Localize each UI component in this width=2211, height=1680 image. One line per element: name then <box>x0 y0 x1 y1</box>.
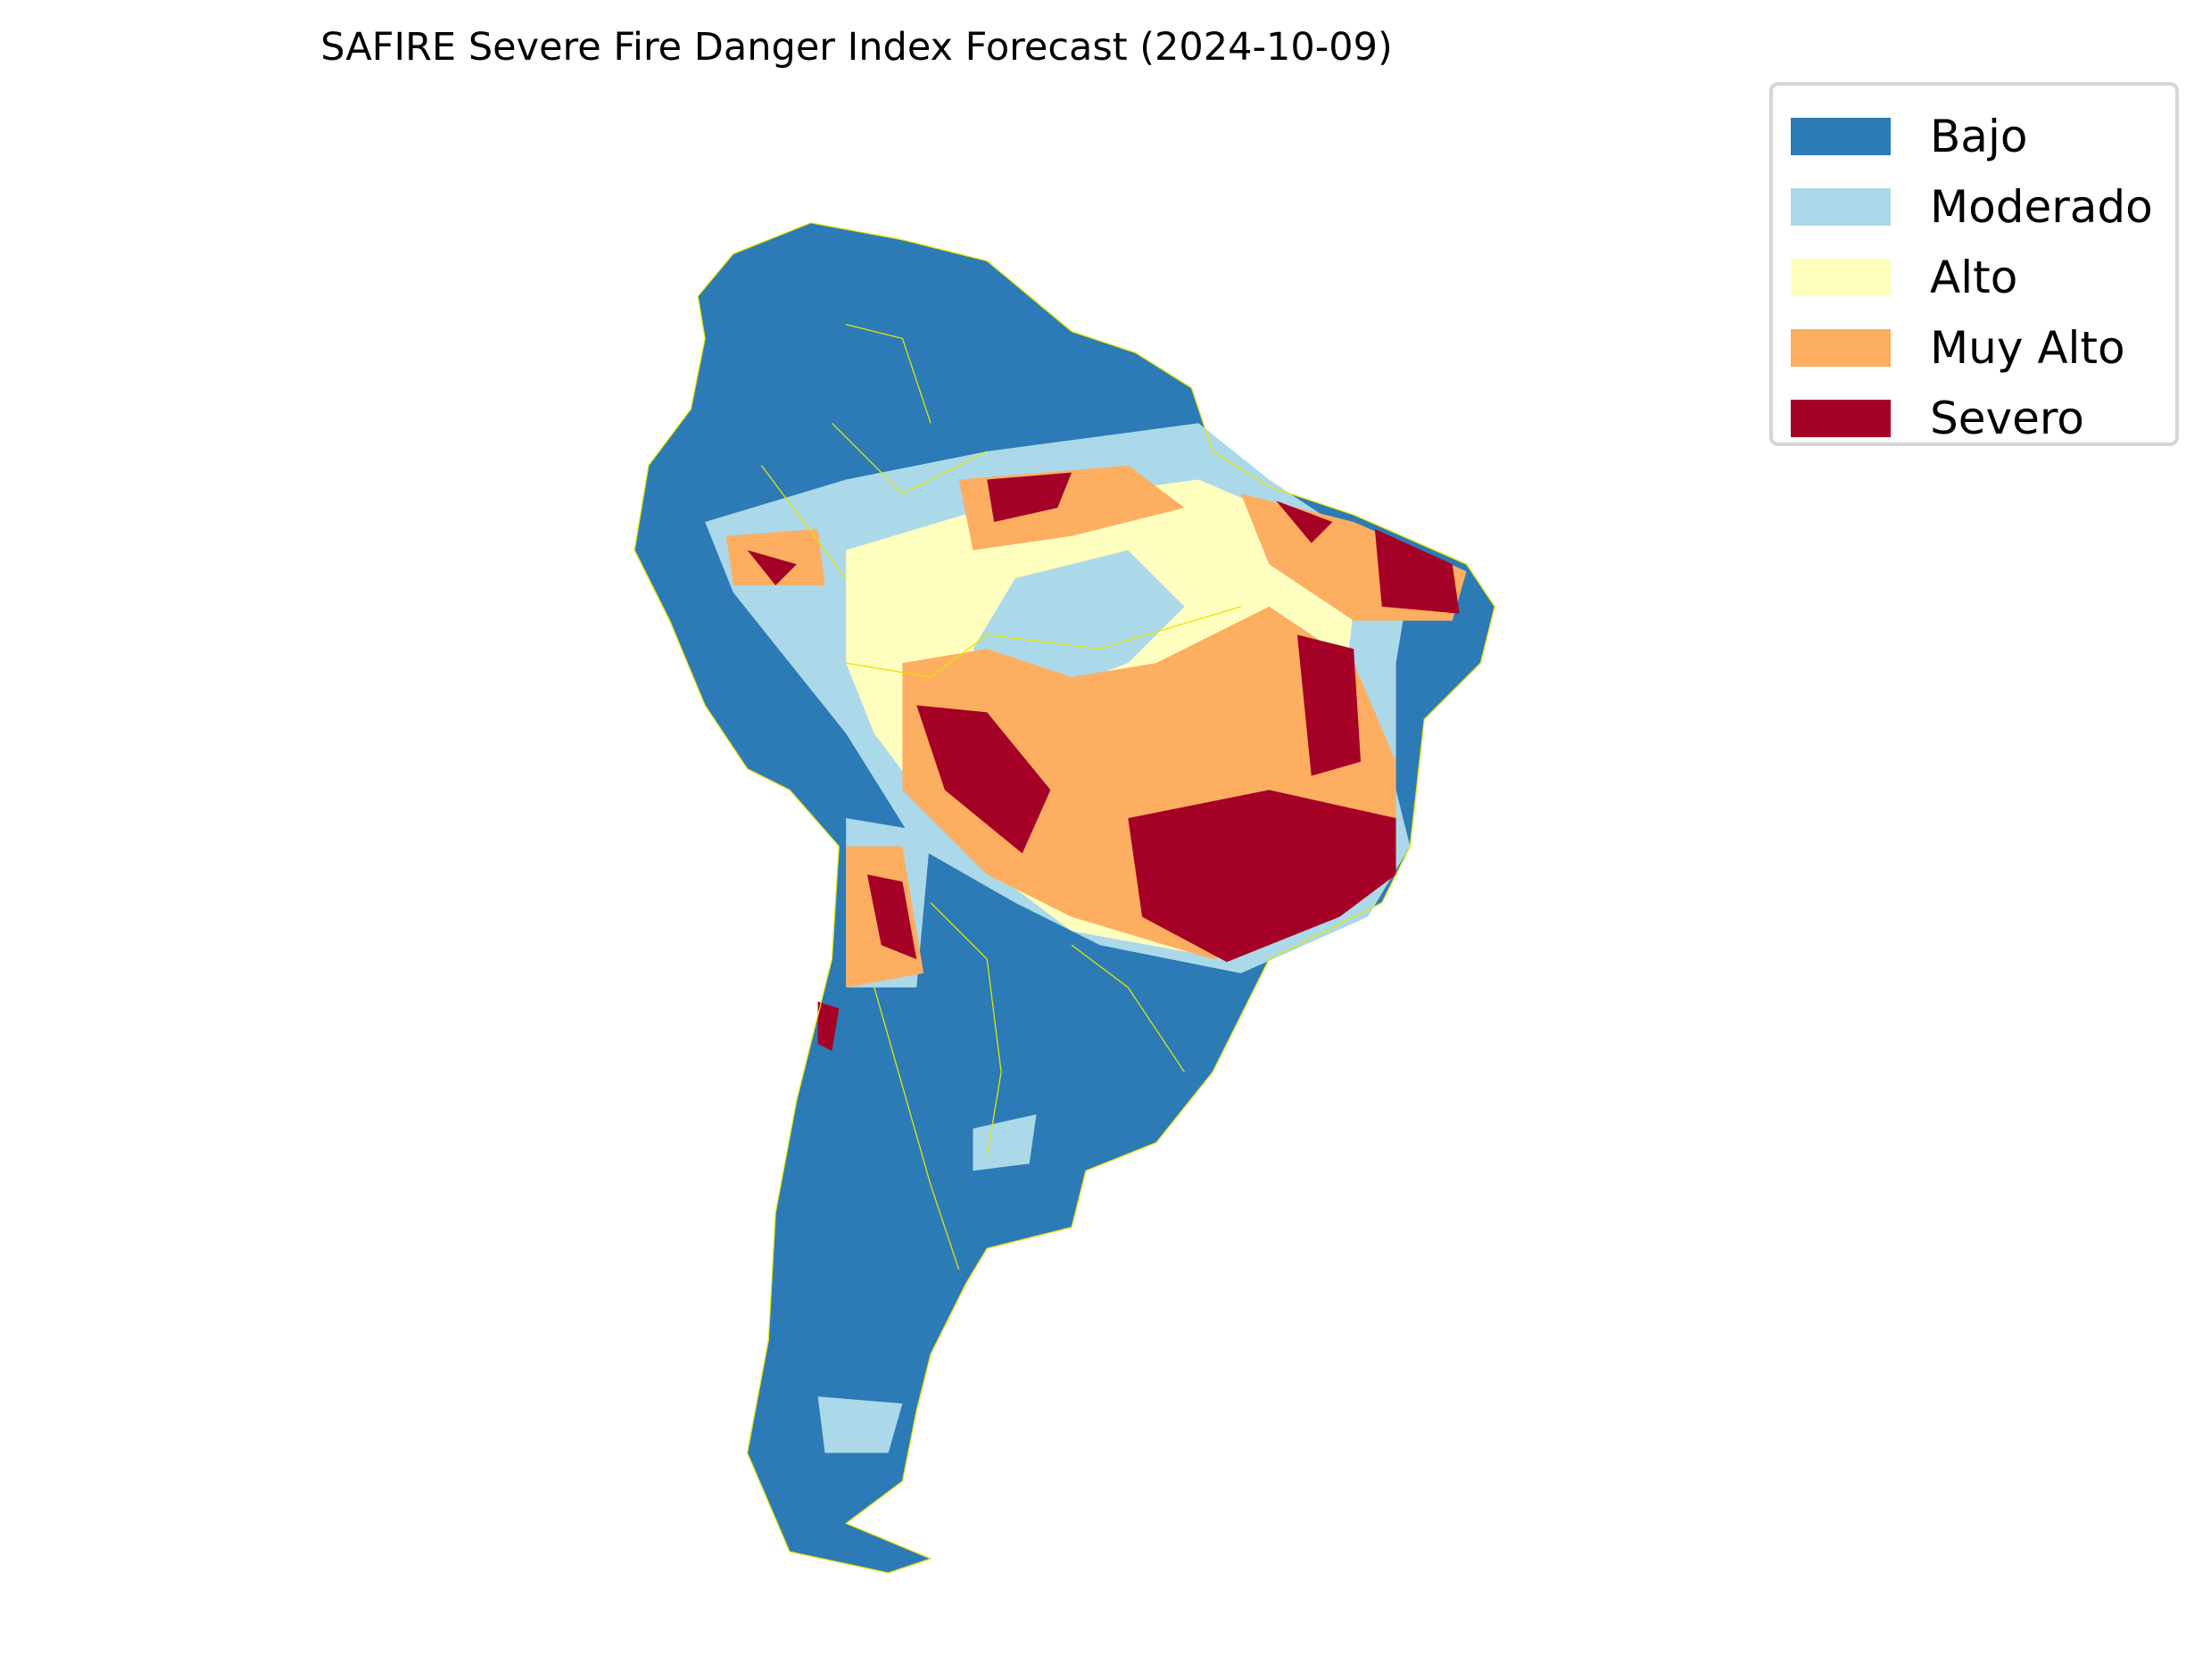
legend-swatch-alto <box>1791 259 1891 296</box>
country-borders <box>633 222 1495 1574</box>
legend-swatch-severo <box>1791 400 1891 437</box>
legend-swatch-muy-alto <box>1791 329 1891 367</box>
legend-label: Alto <box>1930 252 2018 303</box>
legend-item-bajo: Bajo <box>1791 114 2027 159</box>
legend-item-moderado: Moderado <box>1791 181 2153 233</box>
legend-label: Muy Alto <box>1930 322 2125 374</box>
legend-item-severo: Severo <box>1791 396 2084 441</box>
legend-label: Bajo <box>1930 111 2028 162</box>
legend-item-muy-alto: Muy Alto <box>1791 322 2125 374</box>
legend: Bajo Moderado Alto Muy Alto Severo <box>1769 82 2179 446</box>
region-severo <box>747 472 1460 1051</box>
legend-swatch-moderado <box>1791 188 1891 226</box>
legend-label: Moderado <box>1930 181 2153 233</box>
legend-swatch-bajo <box>1791 118 1891 155</box>
chart-title: SAFIRE Severe Fire Danger Index Forecast… <box>320 25 1393 70</box>
legend-label: Severo <box>1930 393 2084 444</box>
legend-item-alto: Alto <box>1791 255 2017 300</box>
